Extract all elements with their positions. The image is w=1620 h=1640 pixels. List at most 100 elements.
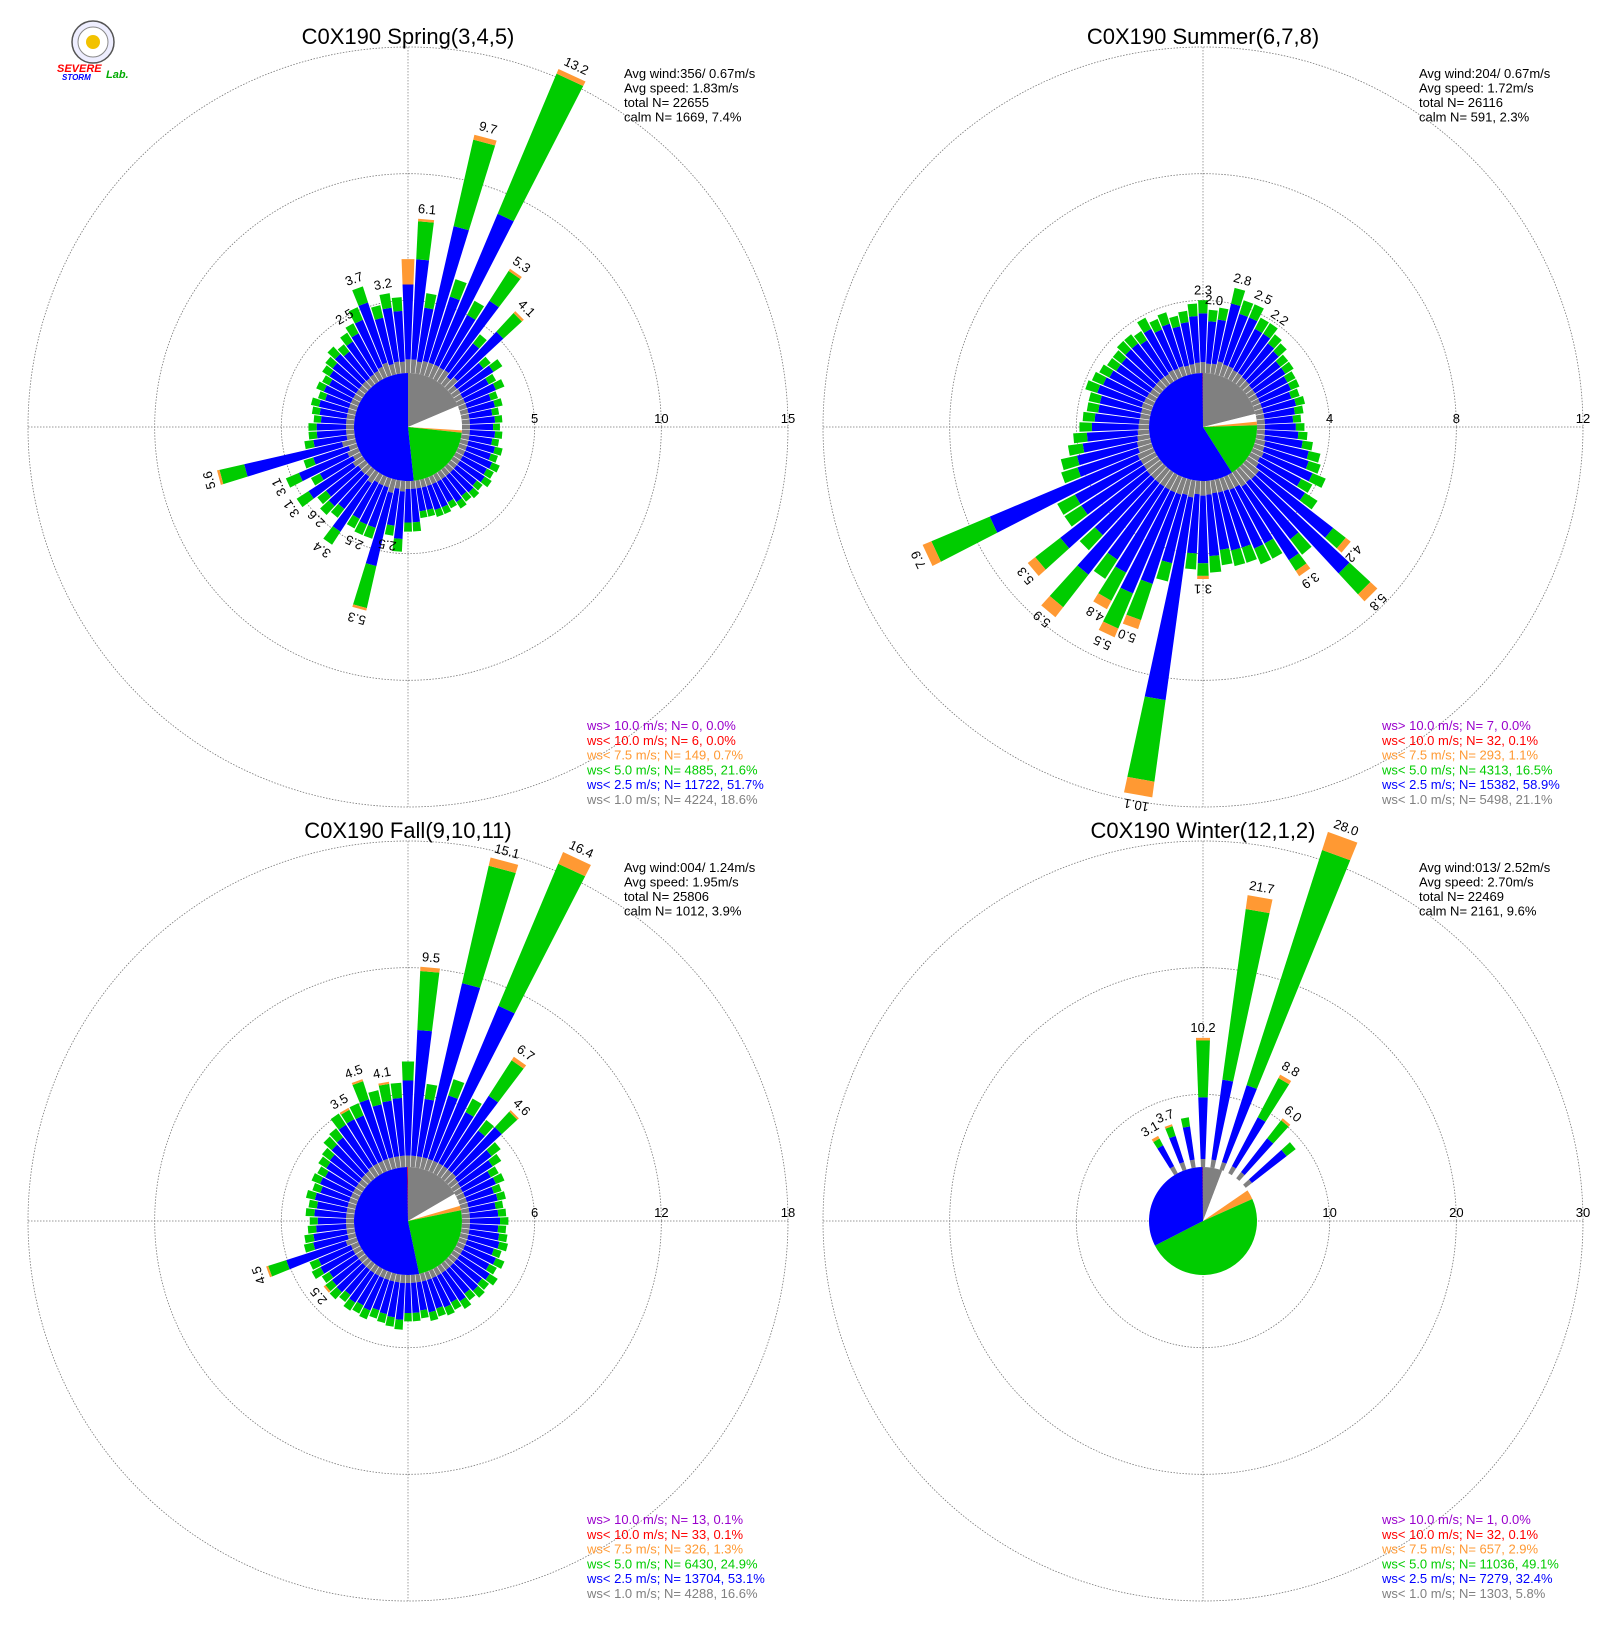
wind-bar <box>309 1241 360 1270</box>
wind-bar <box>1228 472 1283 559</box>
bar-segment-blue <box>1187 493 1200 554</box>
bar-segment-calm <box>460 1207 470 1214</box>
bar-segment-green <box>494 1200 504 1209</box>
bar-segment-green <box>1057 494 1081 515</box>
pie-slice-lt1 <box>1203 1167 1223 1221</box>
bar-segment-blue <box>444 300 499 374</box>
bar-segment-calm <box>1138 424 1150 430</box>
bar-value-label: 10.1 <box>1123 795 1151 814</box>
wind-bar <box>410 1274 421 1322</box>
bar-segment-green <box>1289 388 1300 399</box>
wind-bar <box>1228 317 1269 382</box>
bar-segment-calm <box>378 1161 388 1173</box>
wind-bar <box>304 1228 356 1244</box>
wind-bar <box>403 480 413 532</box>
bar-segment-green <box>345 323 359 338</box>
bar-segment-calm <box>384 1270 392 1281</box>
bar-segment-green <box>1281 1142 1296 1157</box>
bar-segment-green <box>1290 532 1312 555</box>
legend-entry: ws< 2.5 m/s; N= 11722, 51.7% <box>586 777 764 792</box>
bar-segment-green <box>1165 1126 1176 1139</box>
bar-segment-calm <box>355 1183 365 1192</box>
bar-segment-calm <box>448 1178 459 1188</box>
bar-segment-orange <box>1098 621 1119 638</box>
bar-segment-blue <box>455 1149 492 1183</box>
bar-segment-green <box>1156 560 1173 582</box>
wind-bar <box>322 365 365 398</box>
bar-segment-green <box>472 1285 485 1298</box>
bar-segment-blue <box>468 1202 496 1213</box>
bar-segment-blue <box>1241 343 1275 380</box>
wind-bar <box>1205 309 1218 374</box>
bar-segment-green <box>1293 405 1304 415</box>
bar-segment-calm <box>441 1169 452 1181</box>
bar-segment-calm <box>1256 429 1265 435</box>
bar-segment-calm <box>1170 475 1183 493</box>
bar-segment-calm <box>347 447 360 458</box>
legend-entry: ws< 1.0 m/s; N= 4224, 18.6% <box>586 792 758 807</box>
bar-segment-green <box>1049 565 1089 608</box>
bar-segment-calm <box>1146 393 1158 402</box>
bar-segment-calm <box>1138 443 1154 453</box>
bar-segment-calm <box>361 1174 372 1185</box>
wind-bar <box>1252 443 1321 474</box>
bar-segment-blue <box>446 1266 470 1294</box>
bar-value-label: 5.0 <box>1116 626 1138 646</box>
wind-bar <box>441 1119 494 1181</box>
wind-rose-panel: 4 8 122.32.02.82.52.24.25.83.93.110.15.05.… <box>822 24 1590 815</box>
bar-value-label: 5.3 <box>346 609 367 628</box>
bar-segment-blue <box>467 1193 498 1208</box>
bar-segment-green <box>492 379 505 390</box>
bar-segment-orange <box>556 68 586 87</box>
bar-segment-calm <box>1256 419 1265 425</box>
bar-segment-calm <box>1243 1179 1252 1188</box>
bar-segment-green <box>1127 696 1166 782</box>
bar-segment-green <box>1209 555 1222 573</box>
pie-slice-calm <box>1203 413 1257 427</box>
bar-segment-calm <box>1146 460 1163 475</box>
pie-slice-lt25 <box>354 1167 420 1275</box>
wind-bar <box>345 323 383 382</box>
bar-segment-blue <box>1233 328 1263 373</box>
bar-segment-calm <box>1160 376 1170 387</box>
ring-tick-label: 12 <box>654 1205 668 1220</box>
bar-segment-orange <box>922 541 941 567</box>
legend-entry: ws< 5.0 m/s; N= 4313, 16.5% <box>1381 762 1553 777</box>
bar-segment-calm <box>362 381 372 391</box>
bar-segment-calm <box>359 1254 368 1263</box>
bar-segment-blue <box>316 1224 347 1233</box>
bar-segment-green <box>1098 566 1127 601</box>
bar-segment-green <box>340 332 353 346</box>
bar-segment-blue <box>468 409 493 419</box>
bar-segment-calm <box>444 1257 454 1267</box>
bar-segment-green <box>1064 505 1088 527</box>
bar-segment-blue <box>314 1209 347 1218</box>
wind-bar <box>371 305 397 376</box>
bar-segment-green <box>1112 350 1127 364</box>
wind-bar <box>311 1173 360 1201</box>
bar-segment-blue <box>1125 349 1160 384</box>
bar-segment-orange <box>473 134 497 146</box>
bar-segment-calm <box>1251 398 1261 407</box>
bar-segment-green <box>352 1081 369 1103</box>
bar-segment-green <box>491 438 500 447</box>
bar-segment-green <box>1093 552 1118 579</box>
wind-bar <box>457 391 499 411</box>
bar-segment-green <box>318 1156 331 1169</box>
wind-bar <box>311 406 356 420</box>
bar-segment-green <box>462 865 516 988</box>
bar-segment-calm <box>437 370 449 384</box>
bar-segment-green <box>378 1083 392 1103</box>
bar-segment-blue <box>460 378 489 399</box>
bar-segment-blue <box>320 1186 351 1203</box>
bar-segment-calm <box>419 1157 428 1170</box>
pie-slice-lt5 <box>408 427 462 481</box>
bar-segment-green <box>391 297 403 312</box>
bar-segment-blue <box>1094 475 1155 536</box>
bar-segment-calm <box>433 367 444 382</box>
wind-bar <box>1027 460 1163 577</box>
bar-value-label: 6.1 <box>417 201 436 218</box>
bar-segment-orange <box>513 311 524 322</box>
bar-segment-calm <box>415 1273 422 1283</box>
bar-segment-calm <box>1169 1166 1178 1176</box>
